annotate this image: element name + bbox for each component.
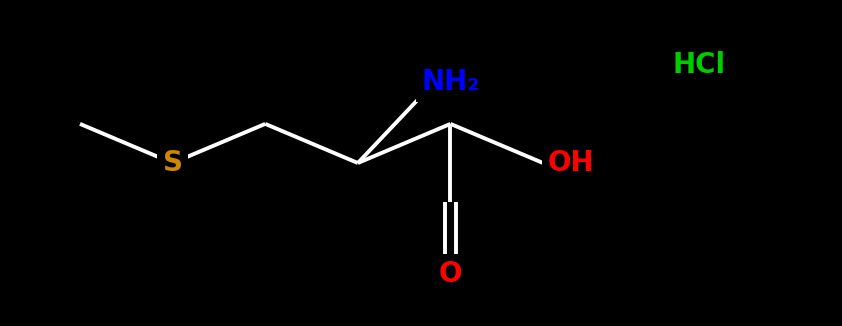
Text: O: O [439,260,462,288]
Text: OH: OH [547,149,594,177]
Text: NH₂: NH₂ [421,68,480,96]
Text: S: S [163,149,183,177]
Text: HCl: HCl [672,51,726,79]
